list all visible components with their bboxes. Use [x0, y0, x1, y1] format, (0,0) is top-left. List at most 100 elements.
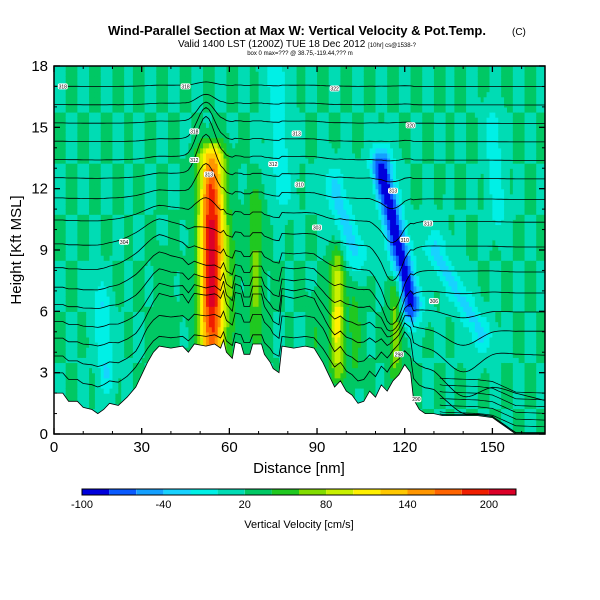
- heatmap-cell: [144, 311, 149, 318]
- heatmap-cell: [205, 122, 210, 128]
- heatmap-cell: [208, 112, 213, 118]
- heatmap-cell: [197, 147, 201, 154]
- heatmap-cell: [156, 178, 160, 185]
- heatmap-cell: [246, 260, 251, 266]
- heatmap-cell: [165, 270, 169, 277]
- heatmap-cell: [235, 101, 239, 108]
- heatmap-cell: [235, 234, 239, 241]
- heatmap-cell: [115, 96, 119, 103]
- heatmap-cell: [141, 117, 146, 123]
- heatmap-cell: [100, 137, 105, 144]
- heatmap-cell: [203, 260, 207, 266]
- heatmap-cell: [83, 127, 87, 134]
- heatmap-cell: [112, 372, 116, 379]
- heatmap-cell: [115, 137, 119, 144]
- heatmap-cell: [135, 316, 140, 323]
- heatmap-cell: [91, 265, 96, 272]
- heatmap-cell: [83, 331, 87, 338]
- heatmap-cell: [59, 331, 64, 338]
- heatmap-cell: [103, 398, 108, 404]
- heatmap-cell: [173, 122, 178, 128]
- heatmap-cell: [124, 147, 128, 154]
- heatmap-cell: [68, 347, 73, 353]
- heatmap-cell: [176, 76, 181, 82]
- heatmap-cell: [115, 311, 119, 318]
- heatmap-cell: [211, 336, 216, 343]
- heatmap-cell: [97, 239, 102, 246]
- heatmap-cell: [77, 255, 81, 261]
- heatmap-cell: [100, 188, 105, 195]
- heatmap-cell: [197, 173, 201, 180]
- heatmap-cell: [226, 275, 230, 282]
- heatmap-cell: [223, 239, 228, 246]
- heatmap-cell: [249, 244, 254, 251]
- heatmap-cell: [59, 183, 64, 190]
- heatmap-cell: [203, 198, 207, 205]
- heatmap-cell: [159, 76, 163, 82]
- heatmap-cell: [249, 158, 254, 164]
- heatmap-cell: [68, 336, 73, 343]
- heatmap-cell: [176, 250, 181, 256]
- heatmap-cell: [159, 147, 163, 154]
- heatmap-cell: [97, 178, 102, 185]
- heatmap-cell: [100, 301, 105, 307]
- heatmap-cell: [170, 163, 175, 169]
- heatmap-cell: [124, 122, 128, 128]
- heatmap-cell: [252, 326, 257, 333]
- heatmap-cell: [232, 76, 236, 82]
- heatmap-cell: [91, 183, 96, 190]
- heatmap-cell: [74, 342, 78, 348]
- heatmap-cell: [194, 316, 198, 323]
- heatmap-cell: [191, 86, 195, 93]
- heatmap-cell: [255, 316, 260, 323]
- heatmap-cell: [141, 132, 146, 139]
- heatmap-cell: [135, 311, 140, 318]
- heatmap-cell: [83, 193, 87, 200]
- heatmap-cell: [208, 168, 213, 174]
- heatmap-cell: [191, 106, 195, 113]
- heatmap-cell: [54, 71, 58, 77]
- heatmap-cell: [106, 255, 111, 261]
- heatmap-cell: [121, 132, 125, 139]
- heatmap-cell: [241, 91, 245, 98]
- heatmap-cell: [138, 152, 143, 159]
- heatmap-cell: [71, 168, 76, 174]
- heatmap-cell: [144, 357, 149, 364]
- heatmap-cell: [54, 372, 58, 379]
- heatmap-cell: [65, 275, 70, 282]
- heatmap-cell: [173, 280, 178, 287]
- heatmap-cell: [159, 234, 163, 241]
- heatmap-cell: [162, 127, 166, 134]
- heatmap-cell: [167, 301, 172, 307]
- heatmap-cell: [223, 244, 228, 251]
- heatmap-cell: [211, 234, 216, 241]
- heatmap-cell: [127, 229, 131, 236]
- heatmap-cell: [150, 168, 154, 174]
- heatmap-cell: [118, 188, 122, 195]
- heatmap-cell: [94, 106, 99, 113]
- heatmap-cell: [115, 163, 119, 169]
- heatmap-cell: [208, 158, 213, 164]
- heatmap-cell: [129, 112, 134, 118]
- heatmap-cell: [220, 142, 225, 149]
- heatmap-cell: [188, 316, 192, 323]
- heatmap-cell: [118, 71, 122, 77]
- heatmap-cell: [156, 275, 160, 282]
- heatmap-cell: [89, 188, 93, 195]
- heatmap-cell: [141, 127, 146, 134]
- heatmap-cell: [229, 239, 233, 246]
- heatmap-cell: [147, 301, 152, 307]
- heatmap-cell: [97, 301, 102, 307]
- heatmap-cell: [65, 168, 70, 174]
- heatmap-cell: [214, 260, 219, 266]
- heatmap-cell: [249, 122, 254, 128]
- heatmap-cell: [226, 147, 230, 154]
- heatmap-cell: [185, 265, 190, 272]
- heatmap-cell: [243, 163, 248, 169]
- heatmap-cell: [83, 316, 87, 323]
- heatmap-cell: [173, 168, 178, 174]
- heatmap-cell: [115, 117, 119, 123]
- heatmap-cell: [89, 122, 93, 128]
- heatmap-cell: [106, 290, 111, 297]
- heatmap-cell: [235, 91, 239, 98]
